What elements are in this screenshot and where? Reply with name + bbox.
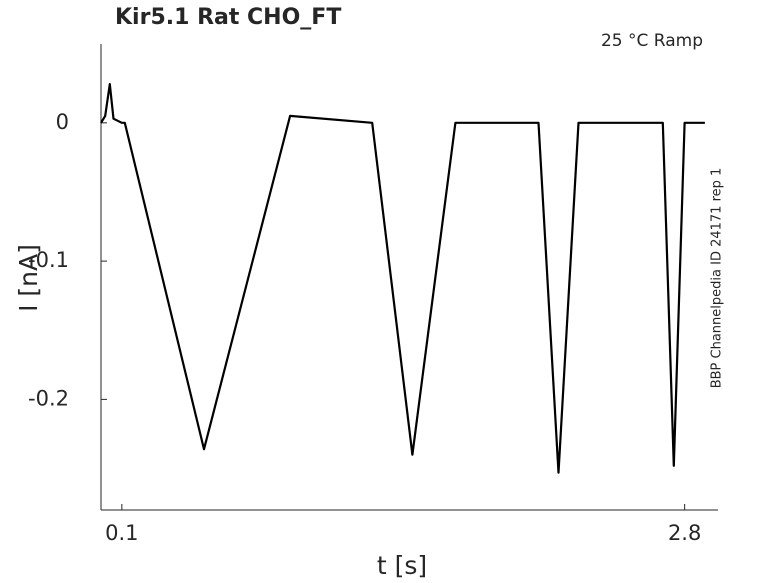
x-axis-label: t [s] xyxy=(377,551,427,580)
annotation: 25 °C Ramp xyxy=(601,31,703,51)
side-note: BBP Channelpedia ID 24171 rep 1 xyxy=(710,168,725,389)
y-axis-label: I [nA] xyxy=(14,244,43,312)
chart-title: Kir5.1 Rat CHO_FT xyxy=(115,5,341,30)
x-tick-label: 0.1 xyxy=(105,521,138,545)
x-tick-label: 2.8 xyxy=(668,521,701,545)
y-tick-label: -0.1 xyxy=(28,248,69,272)
y-tick-label: -0.2 xyxy=(28,386,69,410)
current-trace xyxy=(100,83,705,474)
y-tick-label: 0 xyxy=(56,110,69,134)
